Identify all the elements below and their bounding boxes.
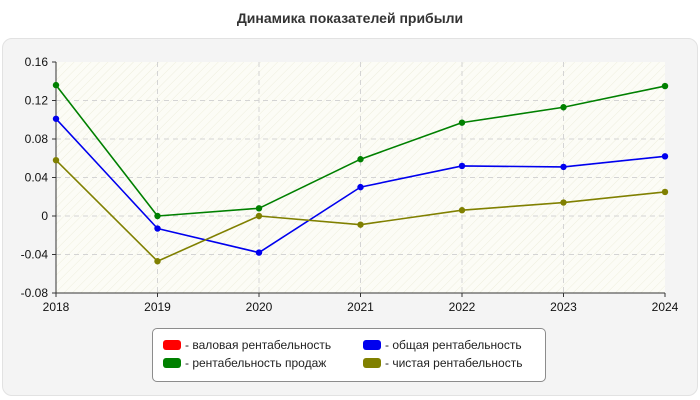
legend-label: - рентабельность продаж	[185, 356, 327, 370]
data-point	[458, 119, 466, 126]
legend: - валовая рентабельность - общая рентабе…	[152, 328, 546, 382]
x-tick-label: 2022	[449, 300, 476, 314]
data-point	[154, 225, 161, 232]
data-point	[154, 212, 161, 220]
chart-title: Динамика показателей прибыли	[236, 10, 464, 26]
x-tick-label: 2023	[550, 300, 577, 314]
x-tick-label: 2021	[347, 300, 374, 314]
x-tick-label: 2019	[144, 300, 171, 314]
data-point	[357, 221, 364, 228]
data-point	[560, 104, 567, 111]
y-tick-label: 0.16	[25, 55, 49, 69]
data-point	[661, 188, 669, 196]
legend-item-total: - общая рентабельность	[363, 338, 522, 352]
data-point	[560, 163, 567, 171]
x-tick-label: 2024	[652, 300, 679, 314]
y-tick-label: 0.04	[25, 171, 49, 185]
data-point	[661, 82, 669, 90]
legend-label: - чистая рентабельность	[385, 356, 523, 370]
legend-label: - валовая рентабельность	[185, 338, 332, 352]
data-point	[458, 162, 466, 170]
data-point	[52, 115, 60, 122]
legend-label: - общая рентабельность	[385, 338, 522, 352]
data-point	[560, 199, 567, 206]
legend-item-gross: - валовая рентабельность	[163, 338, 331, 352]
data-point	[52, 81, 60, 89]
y-tick-label: 0.08	[25, 132, 49, 146]
legend-item-net: - чистая рентабельность	[363, 356, 522, 370]
y-tick-label: -0.08	[21, 286, 49, 300]
legend-item-sales: - рентабельность продаж	[163, 356, 326, 370]
x-tick-label: 2020	[246, 300, 273, 314]
data-point	[357, 156, 364, 163]
data-point	[255, 205, 263, 212]
legend-swatch	[363, 358, 381, 368]
data-point	[357, 183, 364, 191]
legend-swatch	[163, 358, 181, 368]
x-tick-label: 2018	[43, 300, 70, 314]
data-point	[52, 156, 60, 164]
legend-swatch	[363, 340, 381, 350]
data-point	[661, 153, 669, 160]
legend-swatch	[163, 340, 181, 350]
data-point	[255, 212, 263, 220]
data-point	[255, 249, 263, 256]
data-point	[154, 258, 161, 265]
y-tick-label: 0.12	[25, 94, 49, 108]
data-point	[458, 207, 466, 214]
y-tick-label: 0	[41, 209, 48, 223]
y-tick-label: -0.04	[21, 248, 49, 262]
